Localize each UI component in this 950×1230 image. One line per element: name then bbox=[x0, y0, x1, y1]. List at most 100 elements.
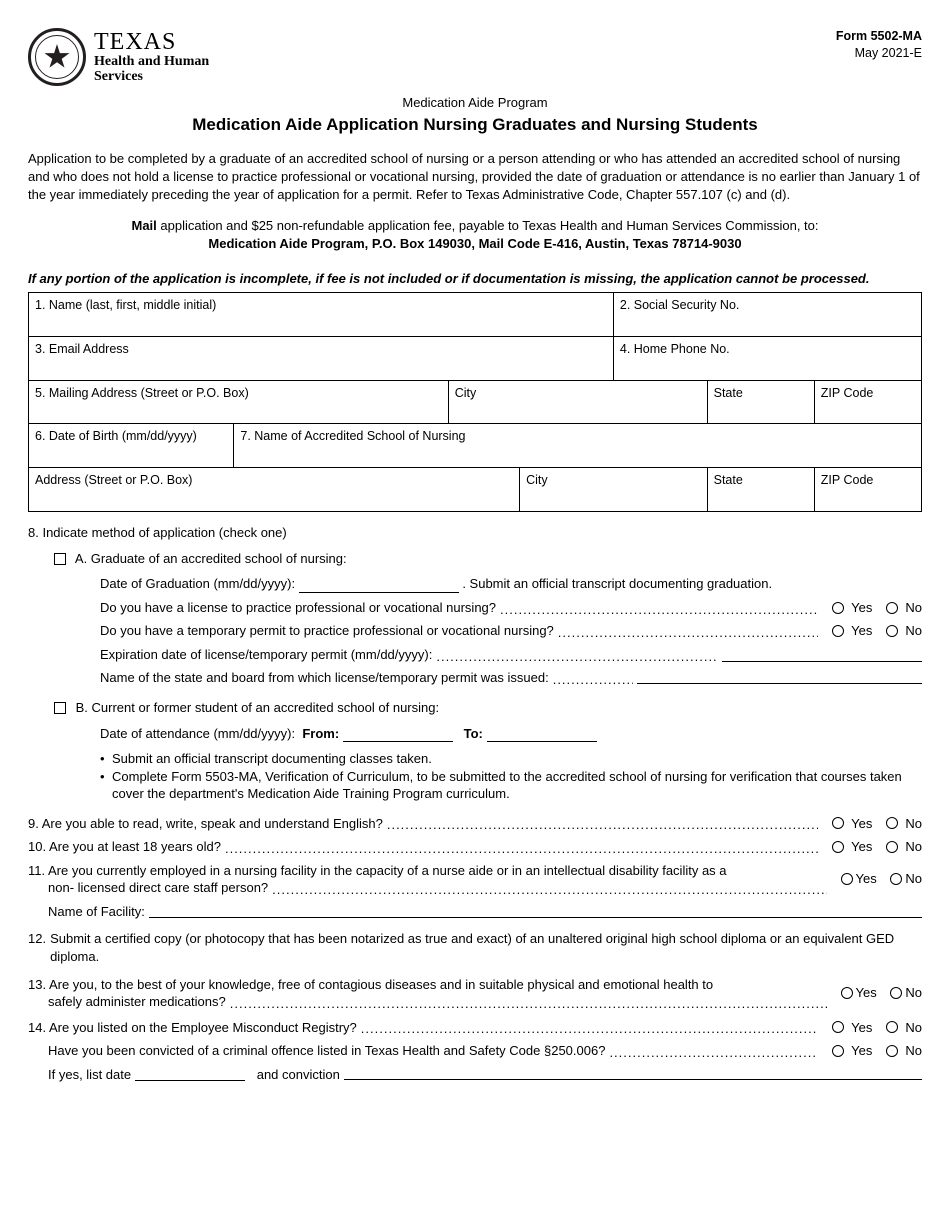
q8a-exp-label: Expiration date of license/temporary per… bbox=[100, 646, 432, 664]
q8b-att-label: Date of attendance (mm/dd/yyyy): bbox=[100, 726, 295, 741]
field-school-street[interactable]: Address (Street or P.O. Box) bbox=[29, 468, 520, 512]
q11-facility-label: Name of Facility: bbox=[48, 903, 145, 921]
q8b-to-label: To: bbox=[464, 726, 483, 741]
q8a-graddate-field[interactable] bbox=[299, 579, 459, 593]
q11-yes-radio[interactable] bbox=[841, 873, 853, 885]
field-name[interactable]: 1. Name (last, first, middle initial) bbox=[29, 292, 614, 336]
q8a-temp-no-radio[interactable] bbox=[886, 625, 898, 637]
warning-line: If any portion of the application is inc… bbox=[28, 270, 922, 288]
q8a-license-no-radio[interactable] bbox=[886, 602, 898, 614]
field-phone[interactable]: 4. Home Phone No. bbox=[613, 336, 921, 380]
q14-sub-yes-radio[interactable] bbox=[832, 1045, 844, 1057]
q10-row: 10. Are you at least 18 years old? Yes N… bbox=[28, 838, 922, 856]
bullet-icon: • bbox=[100, 768, 112, 803]
q8b-from-label: From: bbox=[302, 726, 339, 741]
q8a-license-row: Do you have a license to practice profes… bbox=[100, 599, 922, 617]
q14-no-radio[interactable] bbox=[886, 1021, 898, 1033]
leader-dots bbox=[609, 1044, 818, 1058]
form-revision: May 2021-E bbox=[836, 45, 922, 62]
q8b-to-field[interactable] bbox=[487, 728, 597, 742]
q13-no-radio[interactable] bbox=[890, 987, 902, 999]
q8a-temp-yes-radio[interactable] bbox=[832, 625, 844, 637]
q14-conviction-field[interactable] bbox=[344, 1068, 922, 1080]
q8b-bullet1: Submit an official transcript documentin… bbox=[112, 750, 432, 768]
header-row: TEXAS Health and Human Services Form 550… bbox=[28, 28, 922, 86]
q14-sub-text: Have you been convicted of a criminal of… bbox=[48, 1042, 605, 1060]
q8a-license-yes-radio[interactable] bbox=[832, 602, 844, 614]
mail-text: application and $25 non-refundable appli… bbox=[157, 218, 819, 233]
agency-name-l1: TEXAS bbox=[94, 30, 209, 55]
q14-date-field[interactable] bbox=[135, 1067, 245, 1081]
bullet-icon: • bbox=[100, 750, 112, 768]
field-email[interactable]: 3. Email Address bbox=[29, 336, 614, 380]
q13-line1: 13. Are you, to the best of your knowled… bbox=[28, 976, 827, 994]
mail-line1: Mail application and $25 non-refundable … bbox=[28, 217, 922, 235]
field-dob[interactable]: 6. Date of Birth (mm/dd/yyyy) bbox=[29, 424, 234, 468]
field-mailing-state[interactable]: State bbox=[707, 380, 814, 424]
q8a-row: A. Graduate of an accredited school of n… bbox=[54, 550, 922, 568]
agency-logo-block: TEXAS Health and Human Services bbox=[28, 28, 209, 86]
q9-no-radio[interactable] bbox=[886, 817, 898, 829]
mail-block: Mail application and $25 non-refundable … bbox=[28, 217, 922, 252]
leader-dots bbox=[500, 601, 818, 615]
field-school-name[interactable]: 7. Name of Accredited School of Nursing bbox=[234, 424, 922, 468]
q8b-from-field[interactable] bbox=[343, 728, 453, 742]
q8b-bullet2: Complete Form 5503-MA, Verification of C… bbox=[112, 768, 922, 803]
q14-sub-no-radio[interactable] bbox=[886, 1045, 898, 1057]
q8a-temp-q: Do you have a temporary permit to practi… bbox=[100, 622, 554, 640]
q8a-board-field[interactable] bbox=[637, 672, 922, 684]
q8a-board-label: Name of the state and board from which l… bbox=[100, 669, 549, 687]
form-number: Form 5502-MA bbox=[836, 28, 922, 45]
q8b-label: B. Current or former student of an accre… bbox=[76, 700, 439, 715]
q14-ifyes-row: If yes, list date and conviction bbox=[48, 1066, 922, 1084]
intro-paragraph: Application to be completed by a graduat… bbox=[28, 150, 922, 203]
q10-text: 10. Are you at least 18 years old? bbox=[28, 838, 221, 856]
q13-yes-radio[interactable] bbox=[841, 987, 853, 999]
q8b-checkbox[interactable] bbox=[54, 702, 66, 714]
program-title: Medication Aide Program bbox=[28, 94, 922, 112]
q8-title: 8. Indicate method of application (check… bbox=[28, 524, 922, 542]
q8a-label: A. Graduate of an accredited school of n… bbox=[75, 551, 347, 566]
field-mailing-city[interactable]: City bbox=[448, 380, 707, 424]
q14-row: 14. Are you listed on the Employee Misco… bbox=[28, 1019, 922, 1037]
q8a-exp-field[interactable] bbox=[722, 648, 922, 662]
q8a-exp-row: Expiration date of license/temporary per… bbox=[100, 646, 922, 664]
q8a-license-q: Do you have a license to practice profes… bbox=[100, 599, 496, 617]
agency-name: TEXAS Health and Human Services bbox=[94, 30, 209, 85]
q9-row: 9. Are you able to read, write, speak an… bbox=[28, 815, 922, 833]
q10-no-radio[interactable] bbox=[886, 841, 898, 853]
q8b-row: B. Current or former student of an accre… bbox=[54, 699, 922, 717]
q8a-graddate-label: Date of Graduation (mm/dd/yyyy): bbox=[100, 576, 295, 591]
q8a-temp-row: Do you have a temporary permit to practi… bbox=[100, 622, 922, 640]
main-title: Medication Aide Application Nursing Grad… bbox=[28, 114, 922, 137]
q9-yes-radio[interactable] bbox=[832, 817, 844, 829]
leader-dots bbox=[225, 840, 818, 854]
field-school-city[interactable]: City bbox=[520, 468, 708, 512]
field-school-state[interactable]: State bbox=[707, 468, 814, 512]
mail-line2: Medication Aide Program, P.O. Box 149030… bbox=[28, 235, 922, 253]
mail-label: Mail bbox=[131, 218, 156, 233]
agency-name-l2: Health and Human bbox=[94, 55, 209, 70]
field-ssn[interactable]: 2. Social Security No. bbox=[613, 292, 921, 336]
texas-seal-icon bbox=[28, 28, 86, 86]
q13-line2: safely administer medications? bbox=[48, 993, 226, 1011]
q10-yes-radio[interactable] bbox=[832, 841, 844, 853]
q11-row: 11. Are you currently employed in a nurs… bbox=[28, 862, 922, 897]
field-mailing-street[interactable]: 5. Mailing Address (Street or P.O. Box) bbox=[29, 380, 449, 424]
title-block: Medication Aide Program Medication Aide … bbox=[28, 94, 922, 136]
q11-facility-row: Name of Facility: bbox=[48, 903, 922, 921]
leader-dots bbox=[230, 995, 827, 1009]
q8b-attendance-row: Date of attendance (mm/dd/yyyy): From: T… bbox=[100, 725, 922, 743]
q11-facility-field[interactable] bbox=[149, 906, 922, 918]
q8b-bullets: •Submit an official transcript documenti… bbox=[100, 750, 922, 803]
q12-row: 12. Submit a certified copy (or photocop… bbox=[28, 930, 922, 965]
q14-ifyes-b: and conviction bbox=[257, 1066, 340, 1084]
field-mailing-zip[interactable]: ZIP Code bbox=[814, 380, 921, 424]
q13-row: 13. Are you, to the best of your knowled… bbox=[28, 976, 922, 1011]
q14-yes-radio[interactable] bbox=[832, 1021, 844, 1033]
field-school-zip[interactable]: ZIP Code bbox=[814, 468, 921, 512]
agency-name-l3: Services bbox=[94, 70, 209, 85]
q11-no-radio[interactable] bbox=[890, 873, 902, 885]
q8a-checkbox[interactable] bbox=[54, 553, 66, 565]
form-meta: Form 5502-MA May 2021-E bbox=[836, 28, 922, 62]
